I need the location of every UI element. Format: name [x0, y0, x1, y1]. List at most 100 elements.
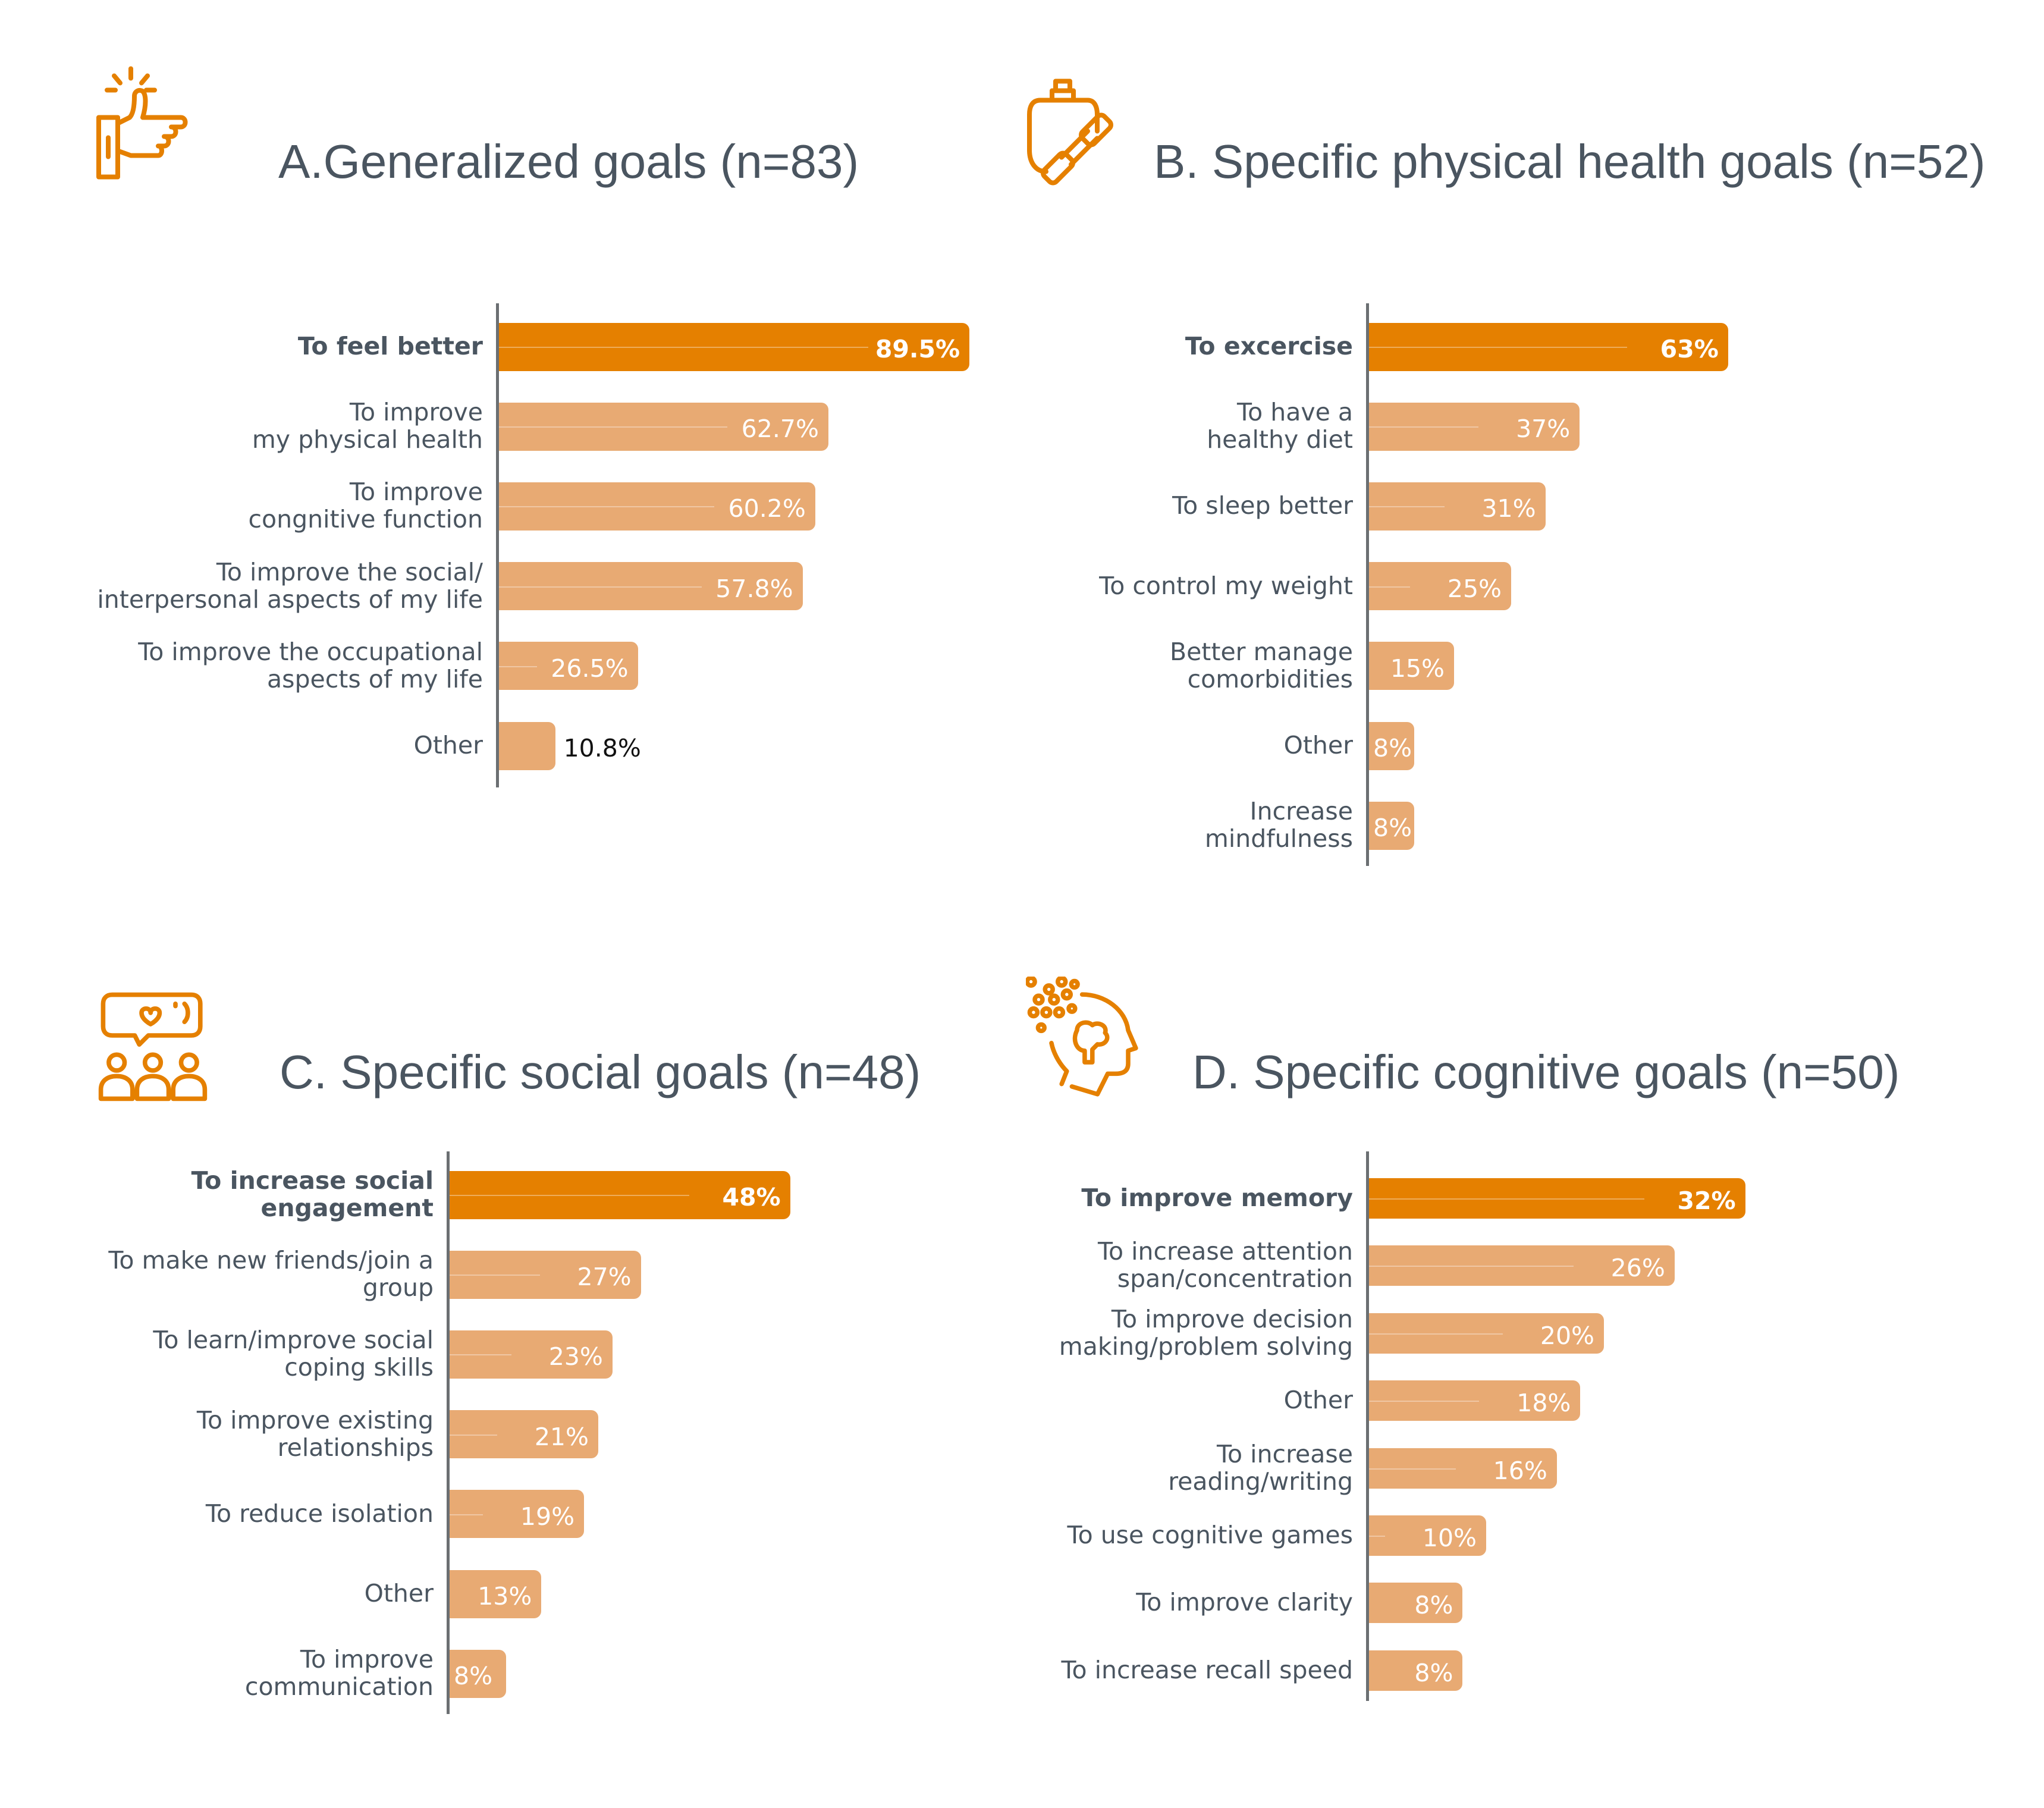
y-axis-line [1366, 1151, 1369, 1701]
bar-gridline [498, 347, 869, 348]
value-label: 16% [1493, 1456, 1547, 1485]
value-label: 15% [1390, 654, 1445, 683]
value-label: 26% [1610, 1254, 1665, 1283]
bar-gridline [498, 506, 714, 508]
bar [449, 1330, 613, 1379]
bar-gridline [498, 426, 727, 428]
bar-gridline [1368, 1198, 1644, 1200]
value-label: 18% [1516, 1389, 1571, 1418]
bar [1368, 1380, 1581, 1421]
value-label: 25% [1447, 574, 1502, 603]
value-label: 26.5% [551, 654, 629, 683]
category-label: To sleep better [1172, 491, 1353, 520]
bar-gridline [449, 1514, 483, 1515]
value-label: 8% [1414, 1591, 1453, 1620]
bar [498, 562, 803, 611]
bar [1368, 1515, 1486, 1556]
bar [449, 1649, 506, 1698]
category-label: To excercise [1185, 332, 1353, 361]
category-label: Other [1283, 1386, 1353, 1415]
category-label: Other [364, 1579, 434, 1608]
bar-gridline [1368, 1401, 1480, 1402]
value-label: 8% [1373, 814, 1412, 843]
category-label: To improve communication [244, 1645, 434, 1702]
category-label: To increase attention span/concentration [1097, 1237, 1353, 1294]
value-label: 20% [1540, 1321, 1594, 1350]
category-label: To learn/improve social coping skills [153, 1326, 434, 1382]
category-label: To make new friends/join a group [108, 1246, 434, 1302]
category-label: To use cognitive games [1067, 1521, 1354, 1550]
bar-gridline [1368, 506, 1445, 508]
value-label: 19% [520, 1502, 575, 1531]
category-label: To improve congnitive function [248, 478, 483, 534]
bar [1368, 482, 1546, 531]
category-label: To improve clarity [1136, 1588, 1353, 1617]
bar-gridline [449, 1275, 540, 1276]
value-label: 10% [1422, 1524, 1477, 1552]
value-label: 63% [1660, 335, 1719, 363]
category-label: To control my weight [1099, 571, 1353, 600]
bar-gridline [1368, 1536, 1385, 1537]
category-label: Other [1283, 731, 1353, 760]
bar [449, 1170, 790, 1219]
bar [498, 322, 970, 371]
group-chat-heart-icon [98, 992, 208, 1101]
bar [449, 1490, 585, 1539]
bar-gridline [1368, 347, 1627, 348]
bar [1368, 721, 1414, 770]
bar [449, 1410, 598, 1459]
bar [498, 482, 815, 531]
value-label: 8% [1373, 734, 1412, 762]
category-label: To improve existing relationships [196, 1405, 434, 1462]
value-label: 23% [548, 1342, 603, 1371]
chart-title: D. Specific cognitive goals (n=50) [1192, 1046, 1900, 1098]
bar [498, 402, 828, 451]
bar [1368, 642, 1454, 690]
category-label: To increase social engagement [191, 1166, 434, 1222]
value-label: 8% [454, 1662, 493, 1691]
value-label: 62.7% [741, 415, 819, 444]
value-label: 32% [1677, 1186, 1736, 1215]
bar [449, 1570, 542, 1618]
bar-gridline [1368, 1266, 1574, 1267]
chart-title: A.Generalized goals (n=83) [278, 135, 859, 188]
category-label: To feel better [297, 332, 483, 361]
chart-title: C. Specific social goals (n=48) [280, 1046, 921, 1098]
bar [1368, 801, 1414, 850]
category-label: To reduce isolation [205, 1499, 434, 1528]
chart-title: B. Specific physical health goals (n=52) [1154, 135, 1986, 188]
value-label: 10.8% [563, 734, 641, 762]
y-axis-line [496, 303, 499, 787]
bar [1368, 1313, 1604, 1354]
category-label: To improve the occupational aspects of m… [138, 637, 483, 693]
category-label: To increase reading/writing [1168, 1439, 1353, 1496]
bar-gridline [498, 586, 702, 588]
value-label: 48% [722, 1183, 781, 1211]
bar [1368, 402, 1580, 451]
bar-gridline [449, 1354, 511, 1356]
value-label: 57.8% [715, 574, 793, 603]
bar-gridline [1368, 426, 1479, 428]
head-brain-icon [1026, 977, 1138, 1097]
value-label: 8% [1414, 1658, 1453, 1687]
bar-gridline [1368, 586, 1410, 588]
bar [1368, 1178, 1745, 1219]
value-label: 89.5% [875, 335, 960, 363]
bar-gridline [449, 1195, 689, 1196]
value-label: 60.2% [728, 494, 806, 523]
y-axis-line [447, 1151, 450, 1714]
bar [449, 1250, 641, 1299]
value-label: 21% [534, 1422, 589, 1451]
water-bottle-dumbbell-icon [1027, 79, 1113, 186]
value-label: 31% [1481, 494, 1536, 523]
category-label: To improve my physical health [252, 398, 483, 454]
category-label: To improve the social/ interpersonal asp… [97, 557, 483, 614]
bar [1368, 1650, 1463, 1691]
value-label: 27% [577, 1263, 632, 1292]
category-label: Increase mindfulness [1204, 797, 1353, 853]
y-axis-line [1366, 303, 1369, 866]
category-label: To improve decision making/problem solvi… [1059, 1304, 1353, 1361]
category-label: To improve memory [1081, 1184, 1353, 1213]
bar-gridline [1368, 1333, 1503, 1335]
bar [498, 642, 638, 690]
